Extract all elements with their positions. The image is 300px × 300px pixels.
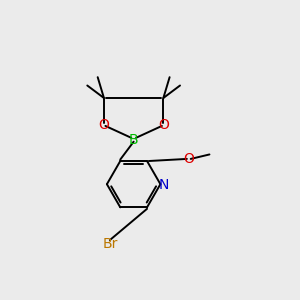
Text: B: B (129, 133, 139, 147)
Text: O: O (183, 152, 194, 166)
Text: O: O (98, 118, 110, 132)
Text: O: O (158, 118, 169, 132)
Text: N: N (159, 178, 169, 192)
Text: Br: Br (102, 237, 118, 250)
